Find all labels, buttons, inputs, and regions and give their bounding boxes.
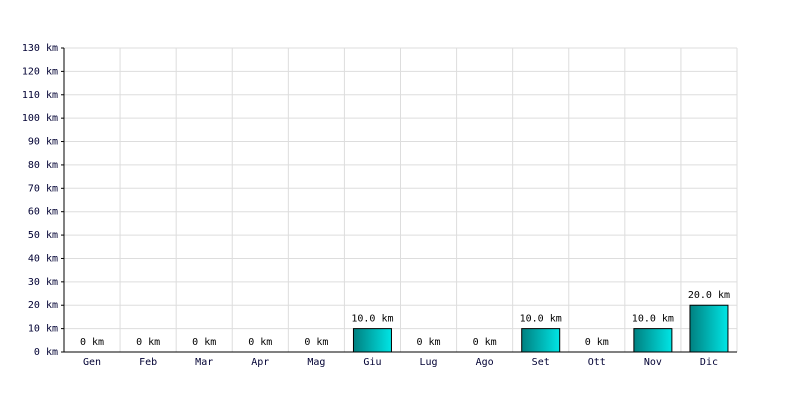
value-label: 10.0 km: [351, 314, 393, 325]
y-tick-label: 40 km: [28, 253, 58, 264]
value-label: 10.0 km: [520, 314, 562, 325]
bar: [689, 304, 729, 353]
value-label: 0 km: [585, 337, 609, 348]
x-tick-label: Feb: [139, 357, 157, 368]
x-tick-label: Mar: [195, 357, 213, 368]
y-tick-label: 100 km: [22, 113, 58, 124]
value-label: 0 km: [473, 337, 497, 348]
x-tick-label: Mag: [307, 357, 325, 368]
y-tick-label: 0 km: [34, 347, 58, 358]
x-tick-label: Ago: [476, 357, 494, 368]
x-tick-label: Ott: [588, 357, 606, 368]
value-label: 10.0 km: [632, 314, 674, 325]
bar: [633, 328, 673, 353]
y-tick-label: 60 km: [28, 207, 58, 218]
y-tick-label: 110 km: [22, 90, 58, 101]
y-tick-label: 20 km: [28, 300, 58, 311]
bar: [521, 328, 561, 353]
x-tick-label: Apr: [251, 357, 269, 368]
y-tick-label: 70 km: [28, 183, 58, 194]
value-label: 20.0 km: [688, 290, 730, 301]
value-label: 0 km: [304, 337, 328, 348]
x-tick-label: Giu: [363, 357, 381, 368]
y-tick-label: 50 km: [28, 230, 58, 241]
value-label: 0 km: [248, 337, 272, 348]
x-tick-label: Set: [532, 357, 550, 368]
x-tick-label: Dic: [700, 357, 718, 368]
value-label: 0 km: [416, 337, 440, 348]
value-label: 0 km: [192, 337, 216, 348]
y-tick-label: 80 km: [28, 160, 58, 171]
bar: [352, 328, 392, 353]
x-tick-label: Lug: [420, 357, 438, 368]
y-tick-label: 130 km: [22, 43, 58, 54]
y-tick-label: 10 km: [28, 324, 58, 335]
value-label: 0 km: [136, 337, 160, 348]
y-tick-label: 30 km: [28, 277, 58, 288]
y-tick-label: 120 km: [22, 66, 58, 77]
x-tick-label: Gen: [83, 357, 101, 368]
x-tick-label: Nov: [644, 357, 662, 368]
value-label: 0 km: [80, 337, 104, 348]
y-tick-label: 90 km: [28, 137, 58, 148]
